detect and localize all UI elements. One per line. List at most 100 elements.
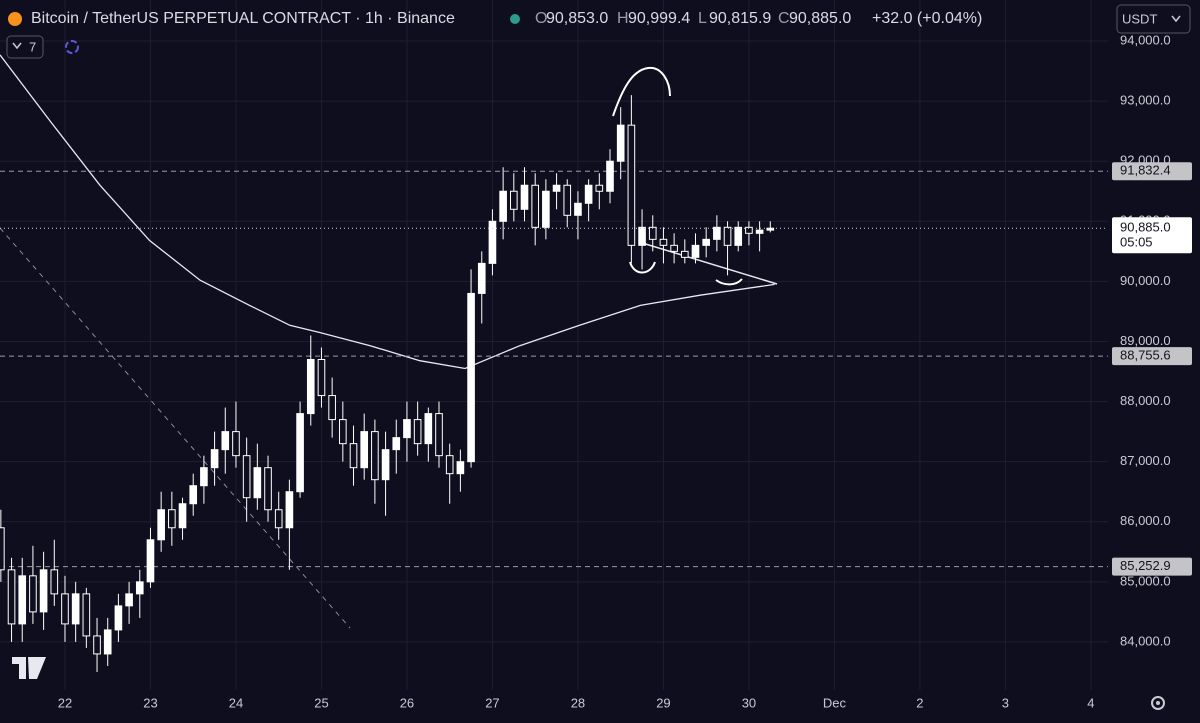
candle-body — [670, 244, 678, 252]
candle-body — [574, 202, 582, 216]
drawing — [715, 278, 743, 286]
candle-body — [542, 190, 550, 228]
trend-line — [0, 227, 351, 629]
candle-body — [392, 437, 401, 451]
candle-body — [242, 455, 251, 499]
ohlc-value: 90,999.4 — [628, 10, 690, 27]
candle-body — [520, 184, 529, 210]
candle-body — [606, 160, 614, 192]
change: +32.0 (+0.04%) — [872, 10, 982, 27]
candle-body — [349, 443, 358, 469]
candle-body — [648, 226, 657, 240]
x-tick-label: 25 — [314, 695, 328, 710]
candle-body — [39, 569, 48, 613]
candle-body — [114, 605, 123, 631]
coin-icon — [8, 12, 22, 26]
candle-body — [50, 569, 59, 595]
settings-icon[interactable] — [1151, 696, 1165, 710]
y-tick-label: 90,000.0 — [1120, 273, 1171, 288]
x-tick-label: 28 — [571, 695, 585, 710]
candle-body — [93, 635, 101, 655]
candle-body — [103, 629, 112, 655]
candle-body — [82, 593, 91, 637]
candle-body — [253, 467, 262, 499]
candle-body — [210, 449, 219, 469]
candle-body — [435, 413, 443, 457]
candle-body — [745, 226, 753, 234]
status-dot — [510, 14, 520, 24]
candle-body — [531, 184, 540, 228]
grid — [0, 0, 1108, 690]
candle-body — [691, 244, 700, 258]
candle-body — [339, 419, 347, 445]
candle-body — [638, 226, 646, 246]
last-price-box — [1112, 217, 1192, 254]
candle-body — [552, 184, 561, 192]
candle-body — [125, 593, 133, 607]
y-tick-label: 94,000.0 — [1120, 32, 1171, 47]
support-line — [638, 241, 778, 285]
candle-body — [766, 227, 775, 231]
ohlc-key: L — [698, 10, 707, 27]
candle-body — [360, 431, 369, 469]
candle-body — [755, 229, 764, 234]
drawing — [629, 261, 656, 274]
candle-body — [680, 250, 689, 258]
level-label: 91,832.4 — [1120, 163, 1171, 178]
candle-body — [403, 419, 411, 439]
moving-average — [0, 54, 775, 370]
indicators-toggle[interactable] — [6, 35, 44, 59]
ohlc: O90,853.0 H 90,999.4 L 90,815.9 C 90,885.0 — [535, 10, 851, 27]
candle-body — [178, 503, 187, 529]
candle-body — [584, 184, 593, 204]
candle-body — [135, 581, 144, 595]
indicator-count[interactable]: 7 — [29, 39, 36, 54]
candle-body — [595, 184, 604, 192]
ohlc-key: O — [535, 10, 547, 27]
candle-body — [713, 226, 721, 240]
y-tick-label: 93,000.0 — [1120, 93, 1171, 108]
candle-body — [168, 509, 176, 529]
ohlc-key: H — [617, 10, 629, 27]
candle-body — [659, 238, 668, 246]
ohlc-value: 90,853.0 — [546, 10, 608, 27]
currency[interactable]: USDT — [1122, 11, 1157, 26]
candle-body — [296, 413, 304, 493]
x-tick-label: 3 — [1002, 695, 1009, 710]
y-tick-label: 84,000.0 — [1120, 633, 1171, 648]
currency-button[interactable] — [1116, 4, 1191, 34]
candle-body — [18, 575, 27, 625]
candle-body — [328, 395, 336, 421]
x-tick-label: 23 — [143, 695, 157, 710]
candle-body — [232, 431, 240, 457]
candle-body — [7, 569, 16, 625]
candle-body — [29, 575, 37, 613]
sync-icon[interactable] — [65, 40, 79, 54]
y-tick-label: 87,000.0 — [1120, 453, 1171, 468]
x-tick-label: Dec — [823, 695, 847, 710]
logo — [12, 657, 46, 679]
ohlc-value: 90,885.0 — [789, 10, 851, 27]
candle-body — [146, 539, 155, 583]
candle-body — [413, 419, 422, 445]
candle-body — [371, 431, 379, 481]
candle-body — [424, 413, 433, 445]
candle-body — [510, 190, 518, 210]
candle-body — [445, 455, 454, 475]
settings-icon — [1156, 701, 1160, 705]
y-tick-label: 89,000.0 — [1120, 333, 1171, 348]
x-tick-label: 30 — [742, 695, 756, 710]
candle-body — [563, 184, 572, 216]
x-tick-label: 4 — [1087, 695, 1094, 710]
x-tick-label: 26 — [400, 695, 414, 710]
plot — [0, 54, 1108, 672]
symbol-title: Bitcoin / TetherUS PERPETUAL CONTRACT · … — [31, 10, 455, 27]
candle-body — [274, 509, 283, 529]
chevron — [12, 42, 22, 50]
candle-body — [456, 461, 465, 475]
chevron — [1171, 15, 1181, 23]
candle-body — [381, 449, 390, 481]
candle-body — [467, 292, 475, 463]
candle-body — [200, 467, 208, 487]
